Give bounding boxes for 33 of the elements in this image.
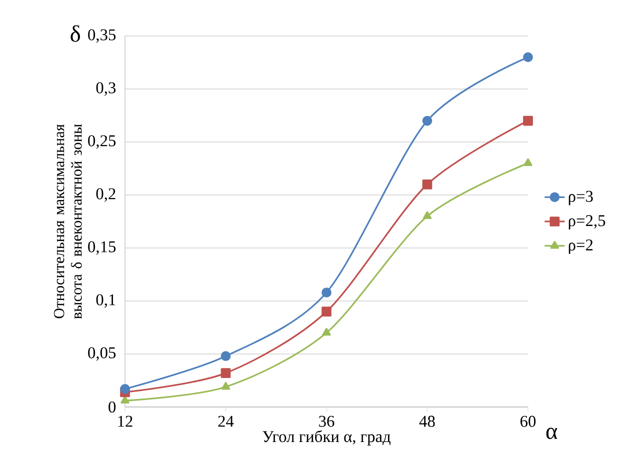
text: α [546,428,558,440]
y-tick-label: 0 [108,401,116,413]
point [220,351,231,362]
y-tick-label: 0,25 [88,135,116,149]
point [322,288,332,298]
x-tick-label: 36 [319,416,334,427]
point [422,116,432,126]
text: δ [70,25,80,42]
point [322,328,331,336]
y-axis-title: Относительная максимальная высота δ внеконтактной зоны [54,124,82,319]
point [524,158,532,166]
x-tick-label: 48 [419,416,435,427]
y-tick-label: 0,15 [88,241,116,255]
point [422,211,432,220]
x-tick-label: 24 [218,416,234,427]
point [523,52,533,62]
x-tick-label: 60 [520,416,536,427]
point [523,116,533,126]
point [120,384,130,394]
x-axis-title: Угол гибки α, град [262,430,391,446]
y-tick-label: 0,2 [96,188,116,202]
y-tick-label: 0,05 [88,347,116,361]
point [322,306,332,317]
point [422,179,432,190]
x-tick-label: 12 [118,416,132,427]
y-tick-label: 0,35 [88,29,116,43]
legend-label: ρ=3 [568,190,593,206]
legend-label: ρ=2 [568,240,593,254]
legend-label: ρ=2,5 [568,215,606,230]
point [221,382,230,390]
point [220,368,231,378]
y-tick-label: 0,1 [96,294,116,308]
y-tick-label: 0,3 [96,82,116,96]
